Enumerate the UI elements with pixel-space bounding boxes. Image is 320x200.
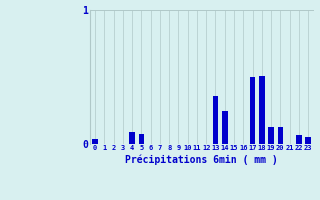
X-axis label: Précipitations 6min ( mm ): Précipitations 6min ( mm ) (125, 154, 278, 165)
Bar (213, 96, 218, 144)
Bar (92, 139, 98, 144)
Bar (296, 135, 301, 144)
Bar (139, 134, 144, 144)
Bar (222, 110, 228, 144)
Bar (259, 76, 265, 144)
Bar (277, 127, 283, 144)
Bar (268, 127, 274, 144)
Bar (250, 77, 255, 144)
Bar (129, 132, 135, 144)
Bar (305, 137, 311, 144)
